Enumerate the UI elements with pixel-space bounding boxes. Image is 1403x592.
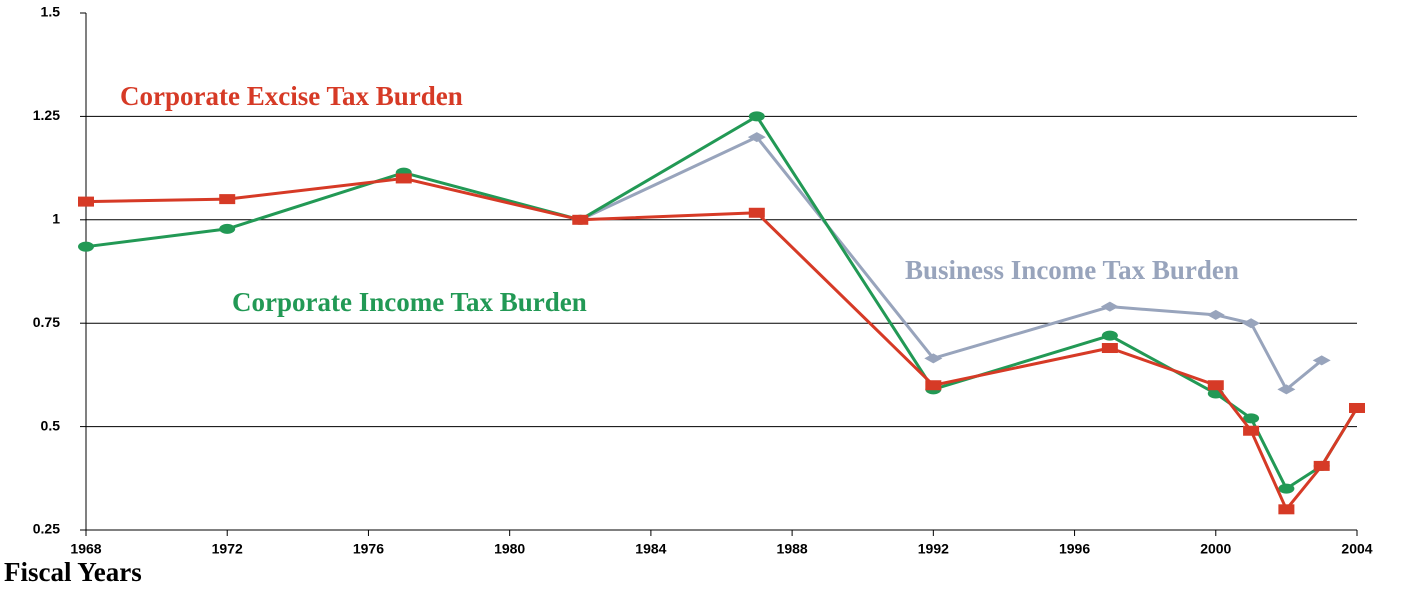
y-tick-label: 0.5 (41, 417, 61, 433)
marker (748, 207, 765, 218)
y-tick-label: 0.25 (33, 521, 60, 537)
x-tick-label: 1988 (777, 541, 808, 557)
marker (747, 132, 766, 143)
marker (78, 196, 94, 207)
marker (1101, 330, 1118, 341)
marker (1207, 380, 1224, 391)
x-tick-label: 2004 (1341, 541, 1372, 557)
series-line (579, 135, 1323, 391)
series-label: Business Income Tax Burden (905, 255, 1239, 285)
marker (1313, 460, 1330, 471)
y-tick-label: 0.75 (33, 314, 60, 330)
series-label: Corporate Excise Tax Burden (120, 81, 463, 111)
marker (219, 223, 236, 234)
marker (1312, 355, 1331, 366)
x-tick-label: 1972 (212, 541, 243, 557)
x-tick-label: 1984 (635, 541, 666, 557)
marker (925, 380, 942, 391)
marker (1278, 483, 1295, 494)
marker (1242, 318, 1261, 329)
y-tick-label: 1 (52, 211, 60, 227)
y-tick-label: 1.25 (33, 107, 60, 123)
x-tick-label: 1968 (70, 541, 101, 557)
marker (1243, 425, 1260, 436)
marker (78, 241, 94, 252)
x-tick-label: 2000 (1200, 541, 1231, 557)
x-axis-label: Fiscal Years (4, 557, 142, 587)
x-tick-label: 1976 (353, 541, 384, 557)
marker (1243, 413, 1260, 424)
marker (219, 194, 236, 205)
x-tick-label: 1992 (918, 541, 949, 557)
series-line (85, 176, 1359, 511)
marker (748, 111, 765, 122)
x-tick-label: 1980 (494, 541, 525, 557)
marker (924, 353, 943, 364)
marker (395, 173, 412, 184)
series-label: Corporate Income Tax Burden (232, 287, 587, 317)
marker (1101, 343, 1118, 354)
x-tick-label: 1996 (1059, 541, 1090, 557)
marker (1277, 384, 1296, 395)
marker (1206, 309, 1225, 320)
marker (1278, 504, 1295, 515)
marker (1349, 402, 1365, 413)
y-tick-label: 1.5 (41, 4, 61, 20)
marker (1100, 301, 1119, 312)
marker (572, 214, 589, 225)
